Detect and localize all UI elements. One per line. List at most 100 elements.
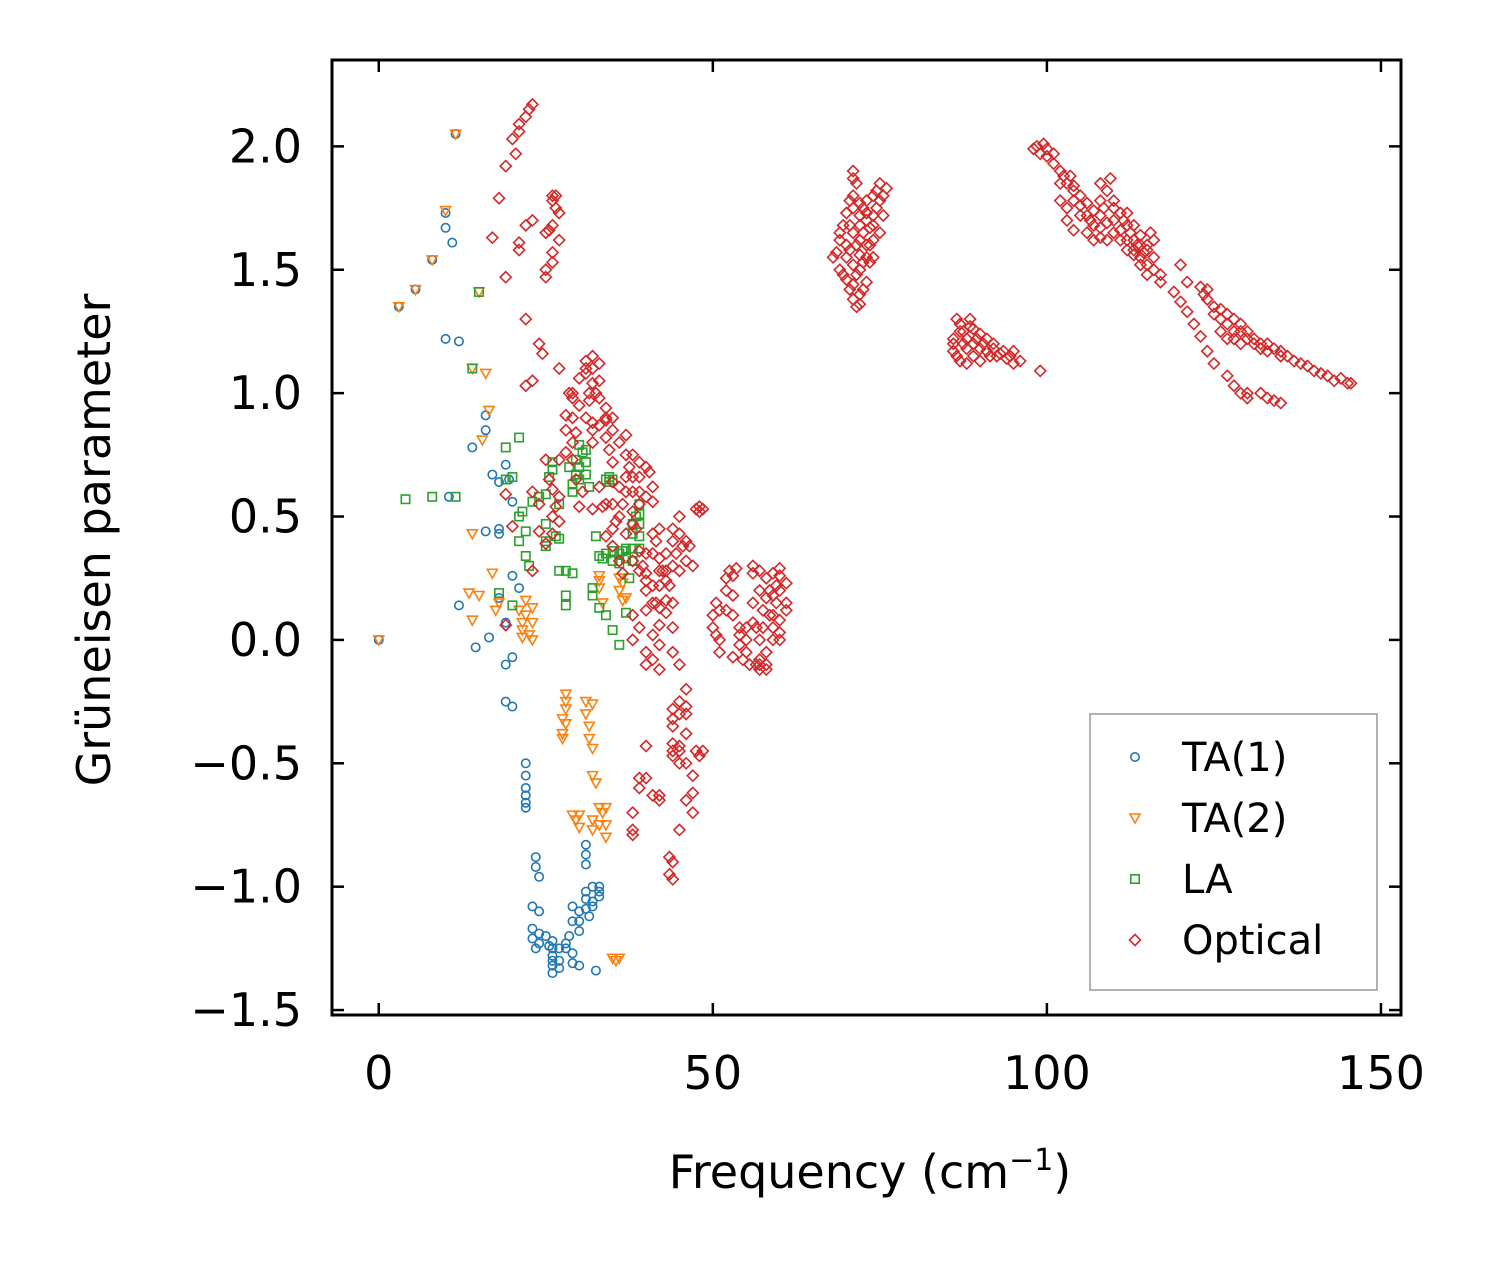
data-point xyxy=(574,960,585,971)
data-point xyxy=(686,806,700,820)
data-point xyxy=(1066,179,1081,193)
data-point xyxy=(499,159,513,173)
data-point xyxy=(1274,396,1288,410)
data-point xyxy=(659,593,673,608)
data-point xyxy=(512,235,526,250)
data-point xyxy=(545,509,560,524)
data-point xyxy=(846,189,860,203)
data-point xyxy=(1344,376,1358,390)
data-point xyxy=(559,408,573,422)
legend-item: LA xyxy=(1130,857,1233,903)
data-point xyxy=(607,474,618,485)
data-point xyxy=(736,653,750,667)
data-point xyxy=(585,435,600,450)
data-point xyxy=(632,485,646,499)
data-point xyxy=(605,539,620,553)
data-point xyxy=(1143,226,1158,240)
data-point xyxy=(600,548,611,559)
data-point xyxy=(612,435,626,450)
data-point xyxy=(1207,307,1221,321)
data-point xyxy=(572,810,586,822)
data-point xyxy=(759,645,773,659)
data-point xyxy=(833,263,847,277)
data-point xyxy=(519,610,533,622)
data-point xyxy=(626,485,640,499)
data-point xyxy=(1040,142,1054,156)
data-point xyxy=(1227,312,1241,326)
data-point xyxy=(846,226,860,240)
data-point xyxy=(494,476,505,487)
data-point xyxy=(569,815,583,827)
data-point xyxy=(392,301,406,314)
data-point xyxy=(465,528,479,541)
data-point xyxy=(619,485,633,499)
data-point xyxy=(639,460,653,474)
data-point xyxy=(1093,176,1107,191)
data-point xyxy=(634,499,645,510)
data-point xyxy=(756,603,770,617)
data-point xyxy=(1267,342,1281,356)
data-point xyxy=(512,243,526,257)
data-point xyxy=(616,566,630,580)
data-point xyxy=(1087,233,1101,247)
data-point xyxy=(773,625,787,640)
data-point xyxy=(594,891,605,902)
data-point xyxy=(525,97,540,112)
data-point xyxy=(686,769,700,783)
data-point xyxy=(709,596,723,610)
data-point xyxy=(879,181,894,195)
data-markers xyxy=(372,97,1358,979)
data-point xyxy=(659,574,673,588)
data-point xyxy=(545,527,560,541)
data-point xyxy=(866,250,880,265)
data-point xyxy=(500,696,511,707)
data-point xyxy=(1274,344,1288,358)
data-point xyxy=(580,469,591,480)
data-point xyxy=(565,391,580,405)
data-point xyxy=(499,487,513,501)
data-point xyxy=(580,859,591,870)
data-point xyxy=(567,901,578,912)
data-point xyxy=(1147,250,1161,265)
data-point xyxy=(1153,268,1168,282)
data-point xyxy=(646,546,660,561)
y-tick-label: 0.0 xyxy=(229,613,302,667)
data-point xyxy=(525,374,540,388)
data-point xyxy=(1133,258,1148,272)
data-point xyxy=(672,823,687,837)
legend-label: TA(1) xyxy=(1181,735,1287,781)
data-point xyxy=(589,778,603,790)
data-point xyxy=(686,559,700,573)
data-point xyxy=(626,823,640,837)
data-point xyxy=(467,363,478,374)
data-point xyxy=(639,603,653,617)
data-point xyxy=(769,578,783,593)
data-point xyxy=(542,472,556,487)
data-point xyxy=(585,423,600,437)
data-point xyxy=(567,958,578,969)
data-point xyxy=(652,793,667,807)
data-point xyxy=(859,275,874,289)
data-point xyxy=(1173,258,1188,272)
data-point xyxy=(712,645,727,659)
data-point xyxy=(582,733,596,746)
data-point xyxy=(966,349,981,363)
data-point xyxy=(462,588,476,600)
data-point xyxy=(580,444,591,455)
data-point xyxy=(849,176,864,191)
data-point xyxy=(545,482,560,497)
legend-label: LA xyxy=(1182,857,1233,903)
data-point xyxy=(620,543,631,554)
data-point xyxy=(580,849,591,860)
data-point xyxy=(1100,184,1114,198)
data-point xyxy=(594,881,605,892)
legend-label: Optical xyxy=(1182,918,1323,964)
data-point xyxy=(646,527,660,541)
data-point xyxy=(706,608,720,622)
x-tick-label: 0 xyxy=(364,1046,393,1100)
y-tick-label: −1.0 xyxy=(190,860,302,914)
data-point xyxy=(773,569,787,583)
data-point xyxy=(632,781,646,795)
data-point xyxy=(843,282,857,297)
data-point xyxy=(582,721,596,733)
